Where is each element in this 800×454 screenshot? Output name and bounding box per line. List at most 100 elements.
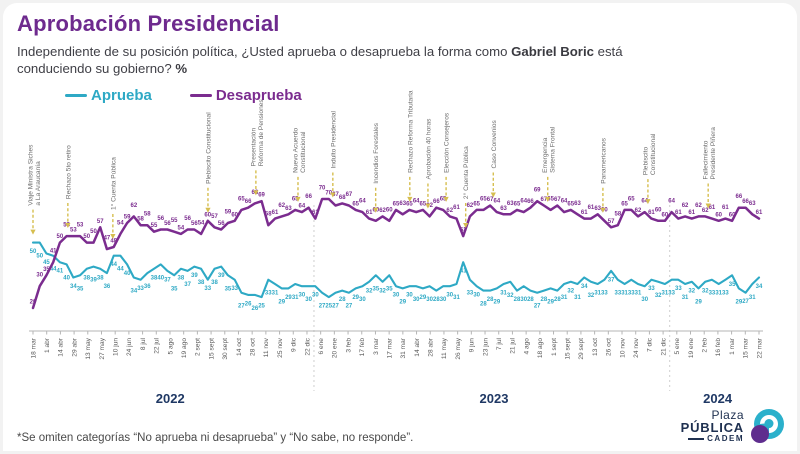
annotation-label: Indulto Presidencial	[330, 110, 337, 168]
point-label: 54	[117, 220, 124, 226]
point-label: 60	[662, 212, 669, 218]
point-label: 30	[520, 297, 527, 303]
point-label: 29	[285, 295, 292, 301]
logo-line-plaza: Plaza	[711, 408, 744, 423]
subtitle-percent: %	[175, 61, 188, 77]
point-label: 35	[171, 286, 178, 292]
point-label: 31	[621, 291, 628, 297]
point-label: 28	[339, 297, 346, 303]
point-label: 50	[30, 249, 37, 255]
legend-label-aprueba: Aprueba	[91, 87, 152, 104]
x-tick-label: 29 sept	[578, 338, 585, 360]
point-label: 65	[238, 196, 245, 202]
annotation-label: Rechazo 5to retiro	[65, 145, 72, 199]
point-label: 31	[574, 295, 581, 301]
point-label: 35	[77, 286, 84, 292]
point-label: 30	[36, 273, 43, 279]
point-label: 33	[231, 286, 238, 292]
point-label: 31	[272, 291, 279, 297]
point-label: 60	[601, 207, 608, 213]
x-tick-label: 19 ago	[181, 338, 188, 359]
point-label: 62	[702, 208, 709, 214]
point-label: 67	[541, 197, 548, 203]
annotation-label: EmergenciaSistema Frontal	[542, 126, 556, 173]
point-label: 67	[487, 197, 494, 203]
point-label: 32	[655, 293, 662, 299]
point-label: 62	[635, 208, 642, 214]
x-tick-label: 21 jul	[510, 337, 517, 353]
plaza-publica-cadem-logo: Plaza PÚBLICA CADEM	[681, 407, 787, 445]
annotation-label: FallecimientoPresidente Piñera	[703, 127, 717, 180]
point-label: 40	[124, 271, 131, 277]
x-tick-label: 1 mar	[729, 337, 736, 355]
point-label: 44	[117, 267, 124, 273]
point-label: 56	[184, 216, 191, 222]
point-label: 60	[729, 212, 736, 218]
point-label: 33	[204, 286, 211, 292]
point-label: 62	[467, 203, 474, 209]
point-label: 54	[198, 220, 205, 226]
point-label: 30	[406, 293, 413, 299]
x-tick-label: 23 jun	[482, 338, 489, 356]
point-label: 65	[406, 201, 413, 207]
point-label: 39	[218, 273, 225, 279]
point-label: 66	[742, 199, 749, 205]
approval-line-chart: 18 mar 1 abr 14 abr 29 abr 13 may 27 may 10 ju…	[28, 90, 764, 406]
subtitle-bold-name: Gabriel Boric	[511, 44, 594, 59]
x-tick-label: 19 ene	[688, 338, 695, 359]
point-label: 35	[43, 267, 50, 273]
point-label: 61	[366, 210, 373, 216]
point-label: 48	[110, 238, 117, 244]
point-label: 28	[554, 297, 561, 303]
point-label: 27	[319, 304, 326, 310]
x-tick-label: 3 mar	[373, 337, 380, 355]
point-label: 64	[561, 199, 568, 205]
x-tick-label: 22 dic	[304, 337, 311, 355]
point-label: 33	[614, 291, 621, 297]
x-axis: 18 mar 1 abr 14 abr 29 abr 13 may 27 may 10 ju…	[29, 330, 763, 360]
point-label: 32	[588, 293, 595, 299]
point-label: 64	[493, 199, 500, 205]
x-tick-label: 14 abr	[58, 337, 65, 357]
x-tick-label: 13 may	[85, 337, 92, 359]
point-label: 25	[325, 304, 332, 310]
point-label: 57	[97, 219, 104, 225]
point-label: 60	[204, 212, 211, 218]
x-tick-label: 29 abr	[71, 337, 78, 357]
point-label: 28	[514, 297, 521, 303]
point-label: 62	[379, 208, 386, 214]
point-label: 25	[258, 304, 265, 310]
point-label: 55	[151, 223, 158, 229]
point-label: 30	[393, 293, 400, 299]
point-label: 32	[507, 293, 514, 299]
annotation-label: Rechazo Reforma Tributaria	[407, 90, 414, 173]
point-label: 29	[278, 299, 285, 305]
x-tick-label: 5 ago	[167, 338, 174, 355]
chart-subtitle: Independiente de su posición política, ¿…	[17, 43, 657, 78]
x-tick-label: 14 abr	[414, 337, 421, 357]
point-label: 65	[480, 196, 487, 202]
x-tick-label: 6 ene	[318, 338, 325, 355]
point-label: 69	[258, 193, 265, 199]
point-label: 20	[30, 300, 37, 306]
x-tick-label: 22 jul	[154, 337, 161, 353]
point-label: 32	[702, 288, 709, 294]
point-label: 30	[473, 293, 480, 299]
point-label: 30	[426, 297, 433, 303]
x-tick-label: 1 abr	[44, 337, 51, 353]
x-tick-label: 15 sept	[565, 338, 572, 360]
annotation-label: Viaje Ministra Sichesa La Araucanía	[28, 144, 42, 206]
x-tick-label: 31 mar	[400, 337, 407, 358]
point-label: 31	[662, 291, 669, 297]
point-label: 65	[393, 201, 400, 207]
point-label: 28	[527, 297, 534, 303]
point-label: 58	[144, 212, 151, 218]
point-label: 29	[547, 299, 554, 305]
point-label: 60	[715, 212, 722, 218]
point-label: 64	[641, 199, 648, 205]
point-label: 38	[211, 280, 218, 286]
point-label: 67	[332, 192, 339, 198]
point-label: 44	[110, 262, 117, 268]
point-label: 61	[722, 205, 729, 211]
